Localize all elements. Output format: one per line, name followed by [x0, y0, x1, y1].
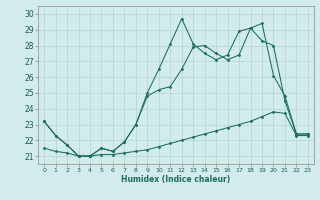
X-axis label: Humidex (Indice chaleur): Humidex (Indice chaleur) [121, 175, 231, 184]
